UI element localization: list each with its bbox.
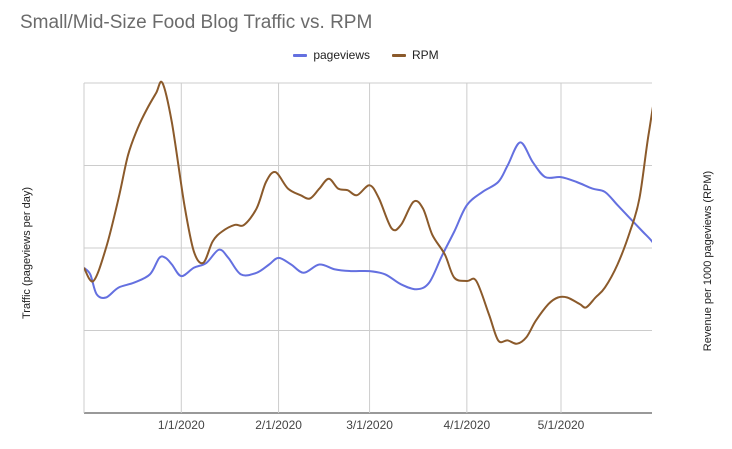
x-tick-label: 5/1/2020: [538, 418, 585, 432]
legend-swatch-pageviews: [293, 53, 308, 57]
series-layer: [84, 80, 668, 345]
legend: pageviews RPM: [0, 48, 732, 62]
series-line-pageviews[interactable]: [84, 141, 658, 299]
x-axis-ticks: 1/1/2020 2/1/2020 3/1/2020 4/1/2020 5/1/2020: [158, 418, 585, 432]
chart-title: Small/Mid-Size Food Blog Traffic vs. RPM: [20, 12, 373, 33]
y-axis-title-left: Traffic (pageviews per day): [21, 187, 33, 319]
legend-item-rpm[interactable]: RPM: [392, 48, 439, 62]
x-tick-label: 1/1/2020: [158, 418, 205, 432]
series-line-rpm[interactable]: [84, 80, 668, 345]
x-tick-label: 3/1/2020: [346, 418, 393, 432]
legend-item-pageviews[interactable]: pageviews: [293, 48, 370, 62]
x-tick-label: 4/1/2020: [443, 418, 490, 432]
legend-swatch-rpm: [392, 53, 407, 57]
gridlines: [83, 82, 652, 414]
legend-label-pageviews: pageviews: [313, 48, 371, 62]
legend-label-rpm: RPM: [412, 48, 439, 62]
y-axis-title-right: Revenue per 1000 pageviews (RPM): [702, 171, 714, 351]
x-tick-label: 2/1/2020: [255, 418, 302, 432]
